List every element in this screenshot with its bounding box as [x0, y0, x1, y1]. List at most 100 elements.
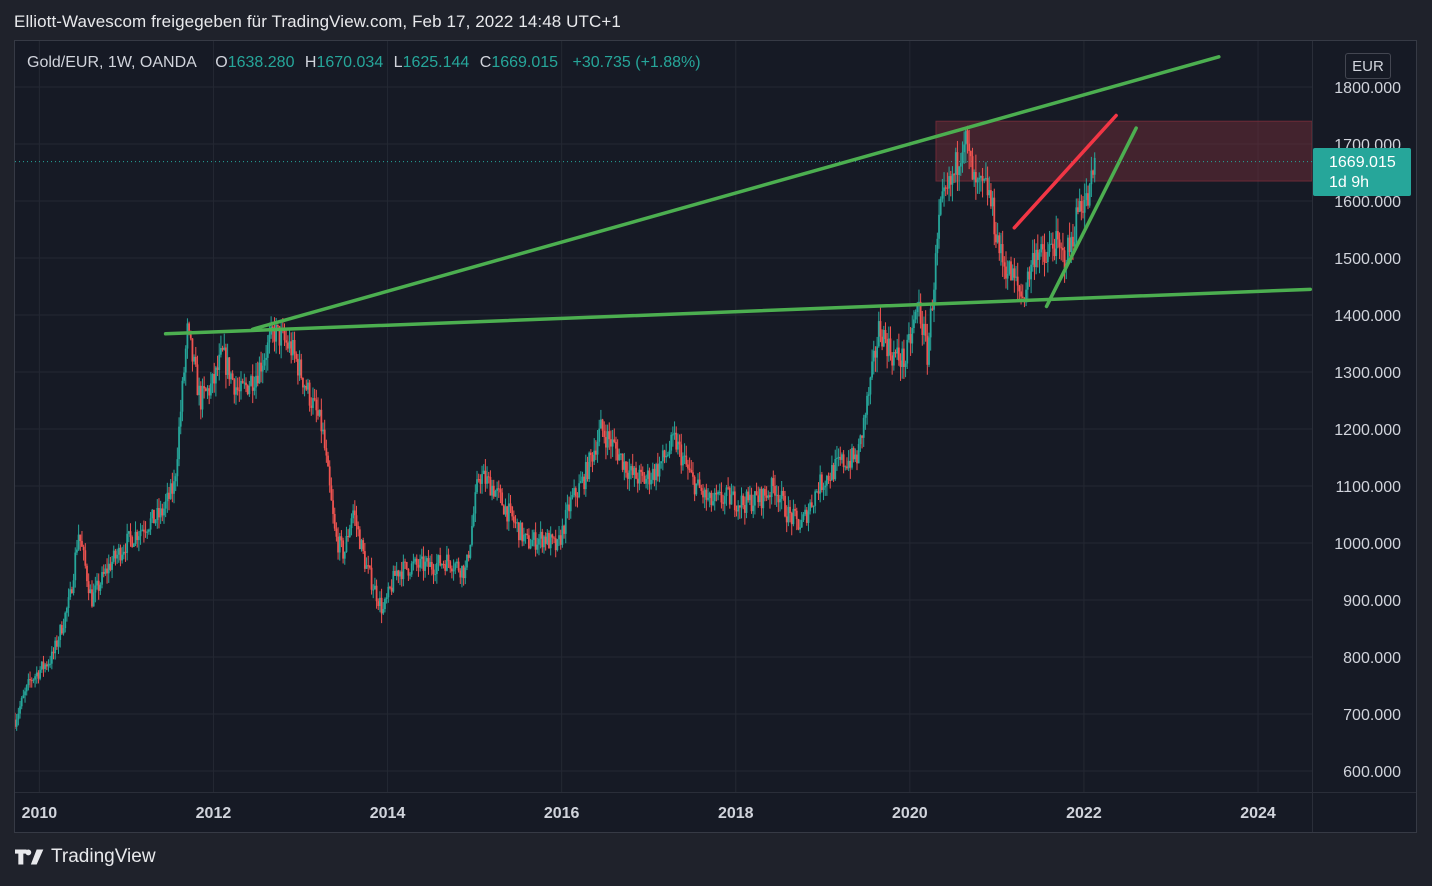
- candle-body: [121, 554, 124, 561]
- candle-body: [142, 529, 145, 532]
- candle-body: [663, 450, 666, 458]
- candle-body: [116, 554, 119, 559]
- candle-body: [720, 491, 723, 503]
- candle-body: [17, 713, 20, 720]
- candle-body: [549, 534, 552, 549]
- candle-body: [290, 341, 293, 356]
- candle-body: [101, 572, 103, 585]
- candle-body: [881, 336, 884, 347]
- x-tick-label: 2022: [1066, 805, 1102, 822]
- candle-body: [481, 474, 483, 484]
- candle-body: [584, 462, 587, 490]
- candle-body: [226, 357, 229, 375]
- close-value: 1669.015: [491, 54, 559, 71]
- candle-body: [1021, 296, 1024, 299]
- candle-body: [594, 450, 597, 455]
- chart-canvas[interactable]: 1800.0001700.0001600.0001500.0001400.000…: [15, 41, 1416, 832]
- chart-panel[interactable]: 1800.000 1700.000 1600.000 1500.000 1400.000…: [14, 40, 1417, 833]
- candle-body: [680, 444, 683, 466]
- candle-body: [707, 497, 709, 500]
- candle-body: [807, 511, 810, 523]
- currency-button[interactable]: EUR: [1345, 53, 1391, 79]
- candle-body: [944, 187, 947, 189]
- candle-body: [1008, 261, 1011, 274]
- candle-body: [581, 476, 584, 481]
- candle-body: [451, 568, 453, 572]
- candle-body: [250, 376, 252, 386]
- candle-body: [531, 539, 534, 547]
- candle-body: [815, 491, 818, 493]
- tradingview-logo[interactable]: TradingView: [15, 846, 156, 868]
- candle-body: [343, 551, 346, 559]
- candle-body: [425, 558, 428, 562]
- candle-body: [243, 382, 246, 384]
- candle-body: [993, 197, 996, 235]
- candle-body: [810, 502, 813, 507]
- candle-body: [546, 532, 549, 544]
- candle-body: [117, 547, 120, 555]
- candle-body: [849, 460, 852, 468]
- candle-body: [414, 558, 416, 562]
- candle-body: [40, 661, 43, 670]
- candle-body: [385, 597, 388, 599]
- candle-body: [322, 429, 324, 432]
- candle-body: [651, 468, 654, 480]
- candle-body: [986, 178, 989, 196]
- candle-body: [872, 350, 875, 362]
- candle-body: [665, 455, 668, 458]
- candle-body: [767, 495, 770, 498]
- candle-body: [774, 486, 776, 496]
- candle-body: [225, 347, 227, 375]
- candle-body: [89, 589, 92, 594]
- candle-body: [255, 375, 257, 388]
- candle-body: [837, 456, 840, 458]
- candle-body: [884, 329, 887, 340]
- candle-body: [153, 509, 155, 524]
- candle-body: [456, 561, 458, 564]
- candle-body: [899, 360, 902, 367]
- candle-body: [671, 434, 674, 436]
- symbol-title[interactable]: Gold/EUR, 1W, OANDA: [27, 54, 197, 71]
- candle-body: [528, 535, 530, 549]
- candle-body: [402, 561, 405, 580]
- candle-body: [199, 385, 202, 410]
- candle-body: [439, 555, 442, 566]
- candle-body: [620, 453, 622, 455]
- candle-body: [1088, 184, 1091, 206]
- candle-body: [52, 651, 55, 654]
- low-value: 1625.144: [402, 54, 470, 71]
- candle-body: [820, 474, 823, 490]
- candle-body: [556, 539, 559, 551]
- candle-body: [55, 640, 58, 647]
- candle-body: [392, 570, 395, 592]
- candle-body: [777, 494, 780, 503]
- candle-body: [576, 496, 579, 498]
- candle-body: [97, 580, 100, 591]
- candle-body: [643, 475, 646, 484]
- candle-body: [787, 506, 790, 523]
- candle-body: [15, 719, 18, 727]
- candle-body: [866, 395, 868, 415]
- candle-body: [573, 488, 576, 496]
- candle-body: [533, 532, 535, 540]
- ohlc-legend: Gold/EUR, 1W, OANDA O1638.280 H1670.034 …: [27, 54, 701, 72]
- candle-body: [946, 187, 949, 189]
- candle-body: [831, 465, 833, 481]
- candle-body: [1030, 264, 1033, 280]
- candle-body: [203, 386, 206, 389]
- candle-body: [966, 130, 969, 144]
- change-value: +30.735 (+1.88%): [572, 54, 701, 71]
- candle-body: [22, 695, 25, 698]
- candle-body: [896, 347, 899, 354]
- candle-body: [846, 466, 848, 469]
- candle-body: [795, 510, 798, 520]
- candle-body: [471, 526, 473, 545]
- candle-body: [844, 466, 847, 468]
- candle-body: [512, 516, 515, 523]
- candle-body: [79, 534, 82, 541]
- candle-body: [929, 308, 932, 338]
- x-tick-label: 2020: [892, 805, 928, 822]
- candle-body: [246, 385, 249, 395]
- candle-body: [579, 480, 582, 484]
- candle-body: [445, 554, 448, 571]
